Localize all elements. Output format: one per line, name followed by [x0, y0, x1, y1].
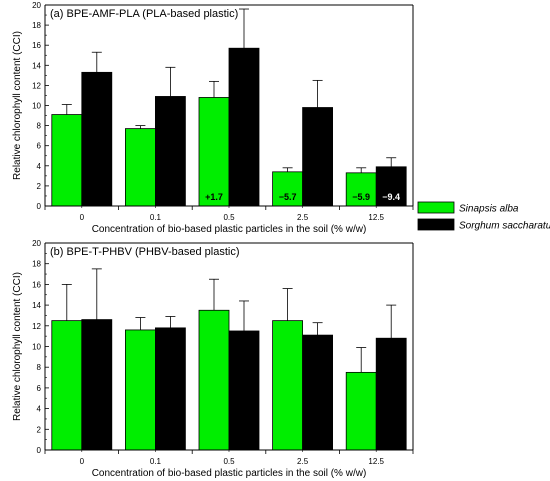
- x-tick-label: 12.5: [368, 457, 384, 466]
- y-tick-label: 12: [32, 322, 41, 331]
- y-tick-label: 14: [32, 61, 41, 70]
- y-tick-label: 2: [37, 425, 42, 434]
- chart-panel-b: 0 2 4 6 8 10 12 14 16 18 20 0 0.1 0.5 2.5 12.5 (b) BPE-T…: [12, 239, 414, 479]
- bar-sorghum-2.5: [302, 107, 334, 207]
- bar-value-label: −9.4: [382, 192, 400, 202]
- legend-swatch-sorghum: [417, 218, 455, 231]
- x-tick-label: 2.5: [297, 213, 309, 222]
- chart-panel-a: +1.7 −5.7 −5.9 −9.4 0 2 4 6 8 10 12 14 16 18 20 0 0.1 0.5…: [12, 1, 414, 235]
- bar-sorghum-0.1: [154, 327, 186, 451]
- y-tick-label: 0: [37, 202, 42, 211]
- y-tick-label: 16: [32, 280, 41, 289]
- bar-sinapis-2.5: [272, 320, 304, 451]
- x-tick-label: 2.5: [297, 457, 309, 466]
- bar-sinapis-0.5: [198, 309, 230, 451]
- panel-title: (a) BPE-AMF-PLA (PLA-based plastic): [50, 8, 238, 20]
- y-tick-label: 10: [32, 102, 41, 111]
- y-tick-label: 18: [32, 21, 41, 30]
- y-tick-label: 2: [37, 182, 42, 191]
- y-axis-label: Relative chlorophyll content (CCI): [12, 31, 23, 180]
- y-tick-label: 6: [37, 142, 42, 151]
- bar-sorghum-0.5: [228, 330, 260, 451]
- x-axis-label: Concentration of bio-based plastic parti…: [92, 224, 367, 235]
- bar-value-label: −5.7: [279, 192, 297, 202]
- y-tick-label: 20: [32, 1, 41, 10]
- y-tick-label: 20: [32, 239, 41, 248]
- y-axis-label: Relative chlorophyll content (CCI): [12, 272, 23, 421]
- x-tick-label: 0.1: [150, 213, 162, 222]
- bar-sinapis-0: [51, 320, 83, 451]
- x-axis-label: Concentration of bio-based plastic parti…: [92, 468, 367, 479]
- y-tick-label: 4: [37, 162, 42, 171]
- panel-title: (b) BPE-T-PHBV (PHBV-based plastic): [50, 246, 240, 258]
- bar-sinapis-0.1: [125, 329, 156, 451]
- bar-sinapis-12.5: [345, 371, 377, 451]
- legend: Sinapsis alba Sorghum saccharatum: [417, 201, 550, 232]
- legend-swatch-sinapis: [417, 201, 455, 214]
- legend-label: Sinapsis alba: [459, 204, 519, 215]
- y-tick-label: 18: [32, 260, 41, 269]
- bar-sorghum-2.5: [302, 334, 334, 451]
- y-tick-label: 0: [37, 446, 42, 455]
- y-tick-label: 8: [37, 122, 42, 131]
- y-tick-label: 10: [32, 343, 41, 352]
- bar-sorghum-0: [81, 319, 113, 451]
- x-tick-label: 0.5: [223, 457, 235, 466]
- y-tick-label: 14: [32, 301, 41, 310]
- legend-label: Sorghum saccharatum: [459, 221, 550, 232]
- x-tick-label: 12.5: [368, 213, 384, 222]
- bar-sorghum-0.1: [154, 96, 186, 207]
- bar-sinapis-0: [51, 114, 83, 207]
- x-tick-label: 0.1: [150, 457, 162, 466]
- bar-sinapis-0.5: [198, 97, 230, 207]
- bar-sinapis-0.1: [125, 128, 156, 207]
- bar-sorghum-0.5: [228, 47, 260, 207]
- y-tick-label: 6: [37, 384, 42, 393]
- bar-value-label: +1.7: [205, 192, 223, 202]
- y-tick-label: 12: [32, 81, 41, 90]
- bar-value-label: −5.9: [352, 192, 370, 202]
- x-tick-label: 0.5: [223, 213, 235, 222]
- bar-sorghum-0: [81, 71, 113, 207]
- y-tick-label: 4: [37, 405, 42, 414]
- y-tick-label: 16: [32, 41, 41, 50]
- x-tick-label: 0: [80, 457, 85, 466]
- bar-sorghum-12.5: [375, 337, 407, 451]
- x-tick-label: 0: [80, 213, 85, 222]
- y-tick-label: 8: [37, 363, 42, 372]
